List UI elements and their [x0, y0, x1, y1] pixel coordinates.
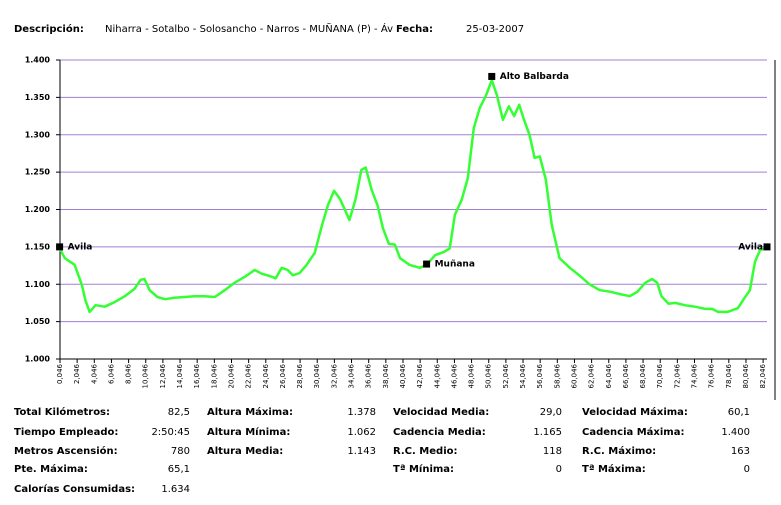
stat-value: 1.165 — [533, 427, 562, 438]
stat-label: Tª Máxima: — [582, 463, 646, 475]
x-tick-label: 56,046 — [536, 363, 544, 388]
stat-label: Cadencia Máxima: — [582, 426, 684, 438]
stat-value: 82,5 — [168, 407, 190, 418]
x-tick-label: 66,046 — [622, 363, 630, 388]
description: Niharra - Sotalbo - Solosancho - Narros … — [105, 22, 393, 35]
stat-value: 2:50:45 — [151, 427, 190, 438]
x-tick-label: 62,046 — [588, 363, 596, 388]
y-tick-label: 1.000 — [25, 355, 51, 364]
x-tick-label: 64,046 — [605, 363, 613, 388]
annotation-marker — [488, 72, 496, 80]
annotation-label: Avila — [68, 242, 93, 252]
x-tick-label: 28,046 — [296, 363, 304, 388]
stat-value: 118 — [543, 446, 562, 457]
x-tick-label: 82,046 — [759, 363, 767, 388]
x-tick-label: 34,046 — [348, 363, 356, 388]
y-tick-label: 1.300 — [25, 130, 51, 139]
x-tick-label: 8,046 — [125, 363, 133, 384]
annotation-label: Avila — [738, 242, 763, 252]
y-tick-label: 1.400 — [25, 56, 51, 65]
stat-value: 1.143 — [347, 446, 376, 457]
date: 25-03-2007 — [466, 24, 524, 35]
x-tick-label: 38,046 — [382, 363, 390, 388]
x-tick-label: 74,046 — [691, 363, 699, 388]
x-tick-label: 58,046 — [553, 363, 561, 388]
x-tick-label: 78,046 — [725, 363, 733, 388]
y-tick-label: 1.200 — [25, 205, 51, 214]
stat-label: R.C. Máximo: — [582, 445, 656, 457]
stat-label: Total Kilómetros: — [14, 406, 110, 418]
x-tick-label: 14,046 — [176, 363, 184, 388]
x-tick-label: 4,046 — [90, 363, 98, 384]
y-tick-label: 1.050 — [25, 317, 51, 326]
x-tick-label: 54,046 — [519, 363, 527, 388]
stat-value: 163 — [731, 446, 750, 457]
x-tick-label: 36,046 — [365, 363, 373, 388]
x-tick-label: 44,046 — [433, 363, 441, 388]
x-tick-label: 32,046 — [330, 363, 338, 388]
x-tick-label: 42,046 — [416, 363, 424, 388]
stat-label: R.C. Medio: — [393, 446, 458, 457]
stat-value: 1.378 — [347, 407, 376, 418]
x-tick-label: 24,046 — [262, 363, 270, 388]
x-tick-label: 60,046 — [570, 363, 578, 388]
stat-value: 1.634 — [161, 484, 190, 495]
stat-label: Altura Mínima: — [207, 426, 290, 438]
stat-value: 1.062 — [347, 427, 376, 438]
stat-value: 0 — [744, 464, 750, 475]
x-tick-label: 40,046 — [399, 363, 407, 388]
x-tick-label: 6,046 — [107, 363, 115, 384]
stat-label: Tª Mínima: — [393, 463, 454, 475]
stat-label: Velocidad Máxima: — [582, 406, 688, 418]
x-tick-label: 80,046 — [742, 363, 750, 388]
x-tick-label: 50,046 — [485, 363, 493, 388]
x-tick-label: 52,046 — [502, 363, 510, 388]
elevation-line — [58, 78, 767, 314]
stat-label: Metros Ascensión: — [14, 445, 118, 457]
x-tick-label: 20,046 — [227, 363, 235, 388]
x-tick-label: 72,046 — [673, 363, 681, 388]
x-tick-label: 30,046 — [313, 363, 321, 388]
annotation-marker — [56, 243, 64, 251]
stat-label: Velocidad Media: — [393, 407, 489, 418]
stat-value: 0 — [556, 464, 562, 475]
stat-value: 29,0 — [540, 407, 562, 418]
stat-label: Cadencia Media: — [393, 427, 486, 438]
x-tick-label: 68,046 — [639, 363, 647, 388]
x-tick-label: 18,046 — [210, 363, 218, 388]
x-tick-label: 76,046 — [708, 363, 716, 388]
stat-label: Calorías Consumidas: — [14, 483, 135, 495]
stat-label: Tiempo Empleado: — [14, 427, 118, 438]
y-tick-label: 1.150 — [25, 242, 51, 251]
y-tick-label: 1.250 — [25, 168, 51, 177]
x-tick-label: 70,046 — [656, 363, 664, 388]
stat-value: 65,1 — [168, 464, 190, 475]
stat-label: Altura Máxima: — [207, 406, 293, 418]
y-tick-label: 1.350 — [25, 93, 51, 102]
x-tick-label: 10,046 — [142, 363, 150, 388]
annotation-label: Muñana — [435, 260, 475, 270]
x-tick-label: 0,046 — [56, 363, 64, 384]
stat-value: 780 — [171, 446, 190, 457]
annotation-label: Alto Balbarda — [500, 72, 569, 82]
stat-value: 1.400 — [721, 427, 750, 438]
y-tick-label: 1.100 — [25, 280, 51, 289]
annotation-marker — [763, 243, 771, 251]
x-tick-label: 26,046 — [279, 363, 287, 388]
x-tick-label: 48,046 — [468, 363, 476, 388]
annotation-marker — [423, 260, 431, 268]
x-tick-label: 2,046 — [73, 363, 81, 384]
stat-label: Altura Media: — [207, 446, 283, 457]
stat-label: Pte. Máxima: — [14, 463, 88, 475]
desc-label: Descripción: — [14, 23, 84, 35]
date-label: Fecha: — [396, 24, 433, 35]
stat-value: 60,1 — [728, 407, 750, 418]
x-tick-label: 22,046 — [245, 363, 253, 388]
x-tick-label: 16,046 — [193, 363, 201, 388]
x-tick-label: 12,046 — [159, 363, 167, 388]
x-tick-label: 46,046 — [450, 363, 458, 388]
